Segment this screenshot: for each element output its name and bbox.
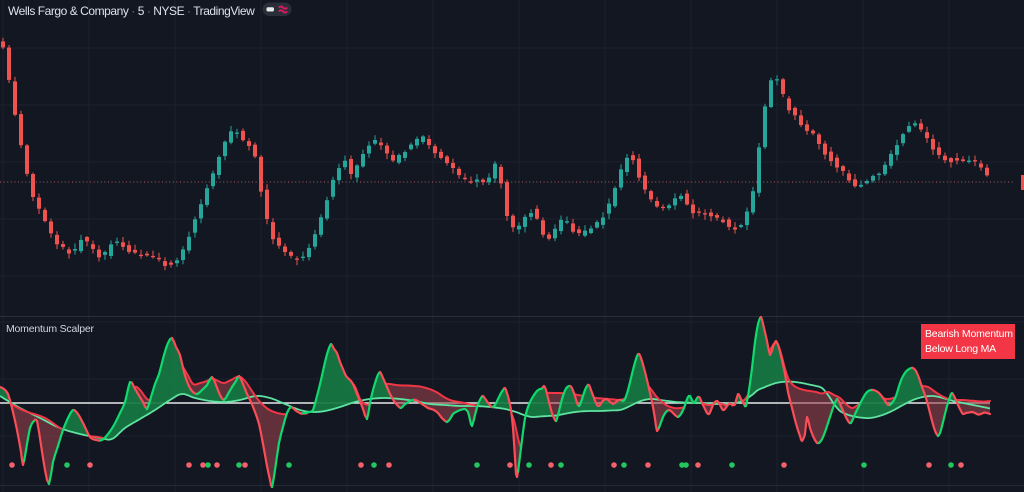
- svg-text:Below Long MA: Below Long MA: [925, 343, 996, 355]
- svg-text:Wells Fargo & Company · 5 · NY: Wells Fargo & Company · 5 · NYSE · Tradi…: [8, 4, 255, 18]
- svg-text:Momentum Scalper: Momentum Scalper: [6, 323, 95, 335]
- svg-text:Bearish Momentum: Bearish Momentum: [925, 328, 1013, 340]
